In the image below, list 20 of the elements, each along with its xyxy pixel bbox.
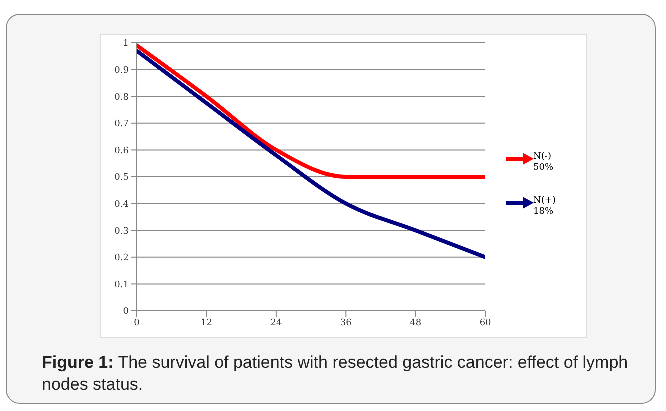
y-tick-label: 0.1 [114,280,129,290]
y-tick-label: 0.9 [114,66,130,76]
x-tick-label: 36 [340,318,352,328]
x-tick-label: 60 [480,318,492,328]
y-tick-label: 0 [123,307,130,318]
y-tick-label: 0.5 [114,173,130,184]
y-tick-label: 1 [123,39,129,50]
legend-label: N(+) 18% [534,196,556,218]
x-tick-label: 24 [270,318,282,328]
y-tick-label: 0.2 [114,254,129,264]
caption: Figure 1: The survival of patients with resected gastric cancer: effect of lymph nodes status. [42,352,630,396]
y-tick-label: 0.8 [114,92,130,103]
legend-label: N(-) 50% [534,152,554,174]
x-tick-label: 48 [410,318,422,328]
y-tick-label: 0.7 [114,120,130,130]
y-tick-label: 0.3 [114,226,130,237]
y-tick-label: 0.4 [114,200,130,210]
x-tick-label: 12 [200,318,212,328]
y-tick-label: 0.6 [114,146,130,156]
x-tick-label: 0 [134,318,140,328]
